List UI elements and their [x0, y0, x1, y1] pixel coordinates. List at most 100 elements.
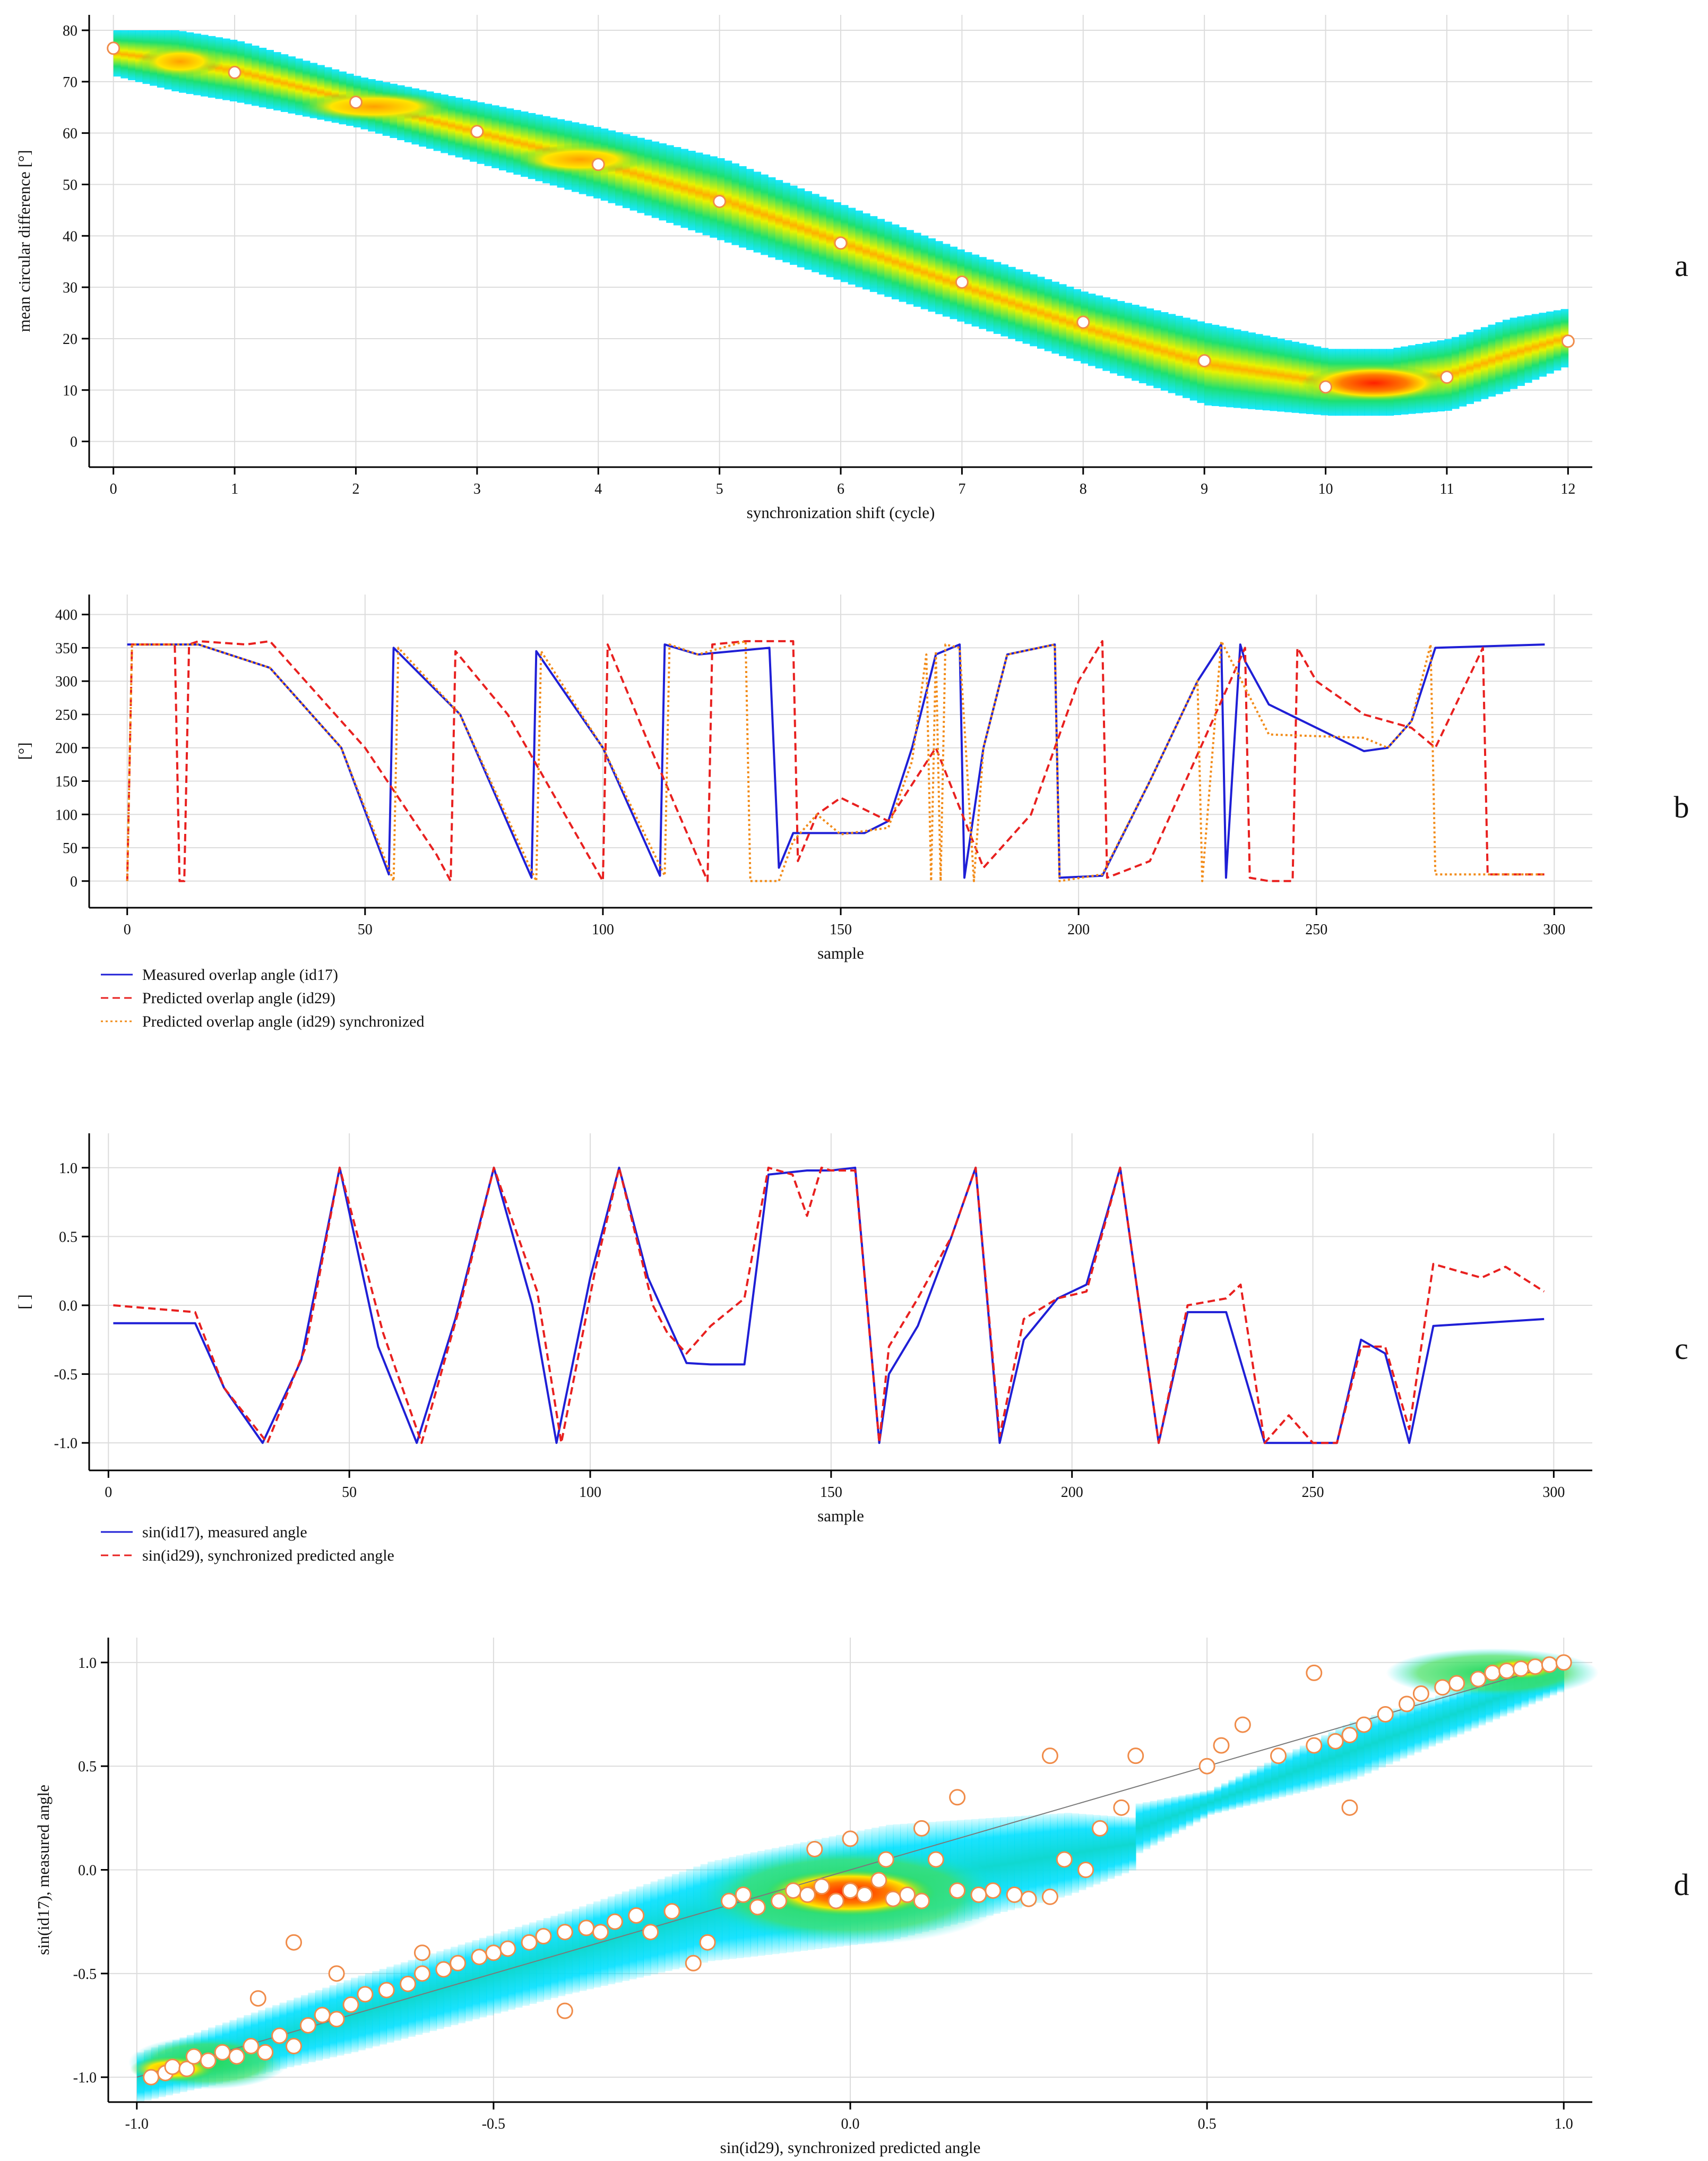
x-tick-label: 0.5: [1198, 2116, 1217, 2132]
y-tick-label: -0.5: [73, 1966, 97, 1983]
scatter-point: [1113, 1799, 1130, 1816]
density-column: [273, 52, 281, 111]
density-column: [351, 1977, 359, 2053]
density-column: [906, 230, 914, 305]
density-column: [1546, 311, 1554, 374]
scatter-point: [1213, 1737, 1230, 1754]
scatter-point: [1327, 1733, 1344, 1750]
scatter-point: [164, 2059, 181, 2076]
density-column: [986, 259, 994, 332]
density-hotspot: [1301, 365, 1447, 401]
scatter-point: [357, 1986, 374, 2003]
density-hotspot: [295, 91, 453, 122]
y-axis-title: [°]: [15, 742, 33, 760]
density-column: [1044, 279, 1053, 351]
data-point: [349, 96, 363, 109]
density-column: [826, 199, 834, 278]
density-column: [1480, 327, 1489, 399]
legend-label: Measured overlap angle (id17): [142, 966, 338, 984]
density-column: [1110, 299, 1118, 374]
density-column: [1135, 1803, 1143, 1854]
density-column: [935, 241, 943, 314]
data-point: [1561, 334, 1575, 348]
density-column: [1502, 320, 1511, 392]
density-column: [1488, 324, 1496, 397]
x-tick-label: 6: [837, 481, 844, 497]
density-column: [244, 43, 252, 105]
density-column: [572, 1908, 580, 1993]
scatter-point: [1513, 1660, 1530, 1677]
legend-label: Predicted overlap angle (id29): [142, 989, 335, 1007]
density-column: [659, 143, 667, 221]
density-column: [1271, 1759, 1279, 1800]
density-column: [1189, 319, 1198, 401]
density-column: [1285, 1752, 1293, 1796]
density-column: [1321, 1735, 1329, 1787]
density-column: [724, 160, 732, 243]
density-column: [1400, 1706, 1408, 1759]
panel-letter: d: [1674, 1867, 1689, 1902]
density-column: [1014, 1816, 1022, 1909]
panel-letter: b: [1674, 790, 1689, 824]
scatter-point: [1434, 1679, 1451, 1696]
panel-letter: c: [1675, 1331, 1688, 1366]
density-column: [702, 154, 711, 236]
density-column: [462, 99, 470, 160]
density-column: [869, 216, 878, 292]
data-point: [591, 158, 605, 171]
x-tick-label: 100: [579, 1484, 601, 1501]
density-column: [372, 1971, 380, 2047]
density-column: [1531, 314, 1540, 380]
y-tick-label: 1.0: [59, 1160, 77, 1177]
data-point: [713, 194, 727, 208]
scatter-point: [771, 1892, 788, 1909]
density-column: [1456, 1689, 1464, 1735]
density-column: [322, 1987, 330, 2059]
scatter-point: [521, 1934, 538, 1951]
y-tick-label: 100: [55, 807, 77, 823]
x-tick-label: 150: [820, 1484, 842, 1501]
density-column: [1022, 272, 1031, 344]
scatter-point: [535, 1928, 552, 1944]
density-column: [993, 262, 1002, 334]
density-column: [1164, 1798, 1172, 1838]
density-column: [1059, 284, 1067, 356]
density-column: [1114, 1816, 1122, 1876]
density-column: [1248, 332, 1256, 409]
scatter-point: [699, 1934, 716, 1951]
scatter-point: [271, 2027, 288, 2044]
density-column: [1160, 312, 1169, 391]
density-column: [1371, 1715, 1379, 1771]
density-column: [913, 233, 921, 307]
density-column: [600, 1899, 608, 1986]
density-column: [855, 210, 863, 287]
density-column: [1036, 1814, 1043, 1903]
density-column: [550, 1915, 558, 1999]
y-tick-label: 20: [63, 331, 77, 348]
density-column: [1257, 1766, 1265, 1803]
scatter-point: [806, 1840, 823, 1857]
scatter-point: [642, 1924, 659, 1941]
scatter-point: [214, 2044, 231, 2061]
scatter-point: [556, 2002, 573, 2019]
density-column: [688, 150, 696, 230]
x-tick-label: 10: [1318, 481, 1333, 497]
scatter-point: [899, 1886, 916, 1903]
legend-label: Predicted overlap angle (id29) synchroni…: [142, 1013, 424, 1030]
density-column: [1132, 305, 1140, 381]
density-column: [666, 145, 674, 223]
x-tick-label: 0: [110, 481, 117, 497]
y-tick-label: 200: [55, 741, 77, 757]
density-column: [1277, 338, 1285, 412]
x-tick-label: 0: [124, 922, 131, 938]
scatter-point: [1484, 1664, 1501, 1681]
scatter-point: [1077, 1862, 1094, 1878]
density-column: [1299, 343, 1307, 414]
density-column: [1021, 1815, 1029, 1907]
density-column: [964, 252, 972, 324]
x-tick-label: 200: [1061, 1484, 1083, 1501]
density-column: [644, 140, 652, 216]
y-axis-title: mean circular difference [°]: [15, 150, 33, 332]
density-column: [215, 37, 223, 99]
density-column: [1284, 340, 1292, 412]
